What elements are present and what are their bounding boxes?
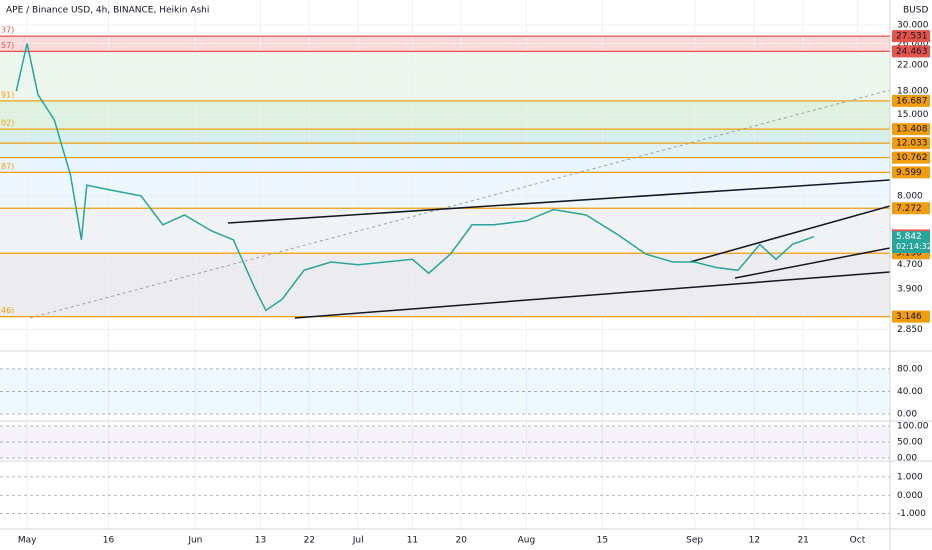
level-label: 9.599: [896, 168, 922, 178]
indicator-tick-label: 40.00: [897, 387, 923, 397]
x-tick-label: 20: [456, 536, 468, 546]
x-tick-label: 16: [103, 536, 115, 546]
level-label: 3.146: [896, 312, 922, 322]
x-tick-label: 12: [749, 536, 760, 546]
y-tick-label: 30.000: [897, 21, 929, 31]
countdown: 02:14:32: [896, 242, 932, 251]
fib-zone: [0, 172, 890, 209]
level-label: 27.531: [896, 32, 928, 42]
x-tick-label: 13: [255, 536, 266, 546]
indicator-tick-label: 0.00: [897, 454, 917, 464]
level-tag: [892, 45, 930, 58]
level-tag: [892, 94, 930, 107]
x-tick-label: Jul: [352, 536, 364, 546]
x-tick-label: Aug: [518, 536, 536, 546]
fib-zone: [0, 51, 890, 101]
x-tick-label: Oct: [850, 536, 866, 546]
y-tick-label: 22.000: [897, 61, 929, 71]
indicator-tick-label: 80.00: [897, 364, 923, 374]
y-tick-label: 18.000: [897, 87, 929, 97]
level-label: 13.408: [896, 125, 928, 135]
x-tick-label: 11: [407, 536, 418, 546]
indicator-tick-label: 0.000: [897, 491, 923, 501]
fib-zones: [0, 36, 890, 317]
level-label: 5.136: [896, 249, 922, 259]
price-label: 5.842: [896, 232, 922, 242]
levels: 37) 57) 91) 02) 87) 46): [0, 26, 890, 318]
y-tick-label: 2.850: [897, 325, 923, 335]
level-label: 24.463: [896, 47, 928, 57]
indicator-tick-label: -1.000: [897, 509, 926, 519]
x-tick-label: 21: [797, 536, 808, 546]
indicator-tick-label: 0.00: [897, 409, 917, 419]
level-tag: [892, 310, 930, 323]
fib-left-label: 91): [1, 90, 14, 99]
trendline: [734, 247, 891, 279]
fib-zone: [0, 208, 890, 254]
x-tick-label: May: [18, 536, 37, 546]
fib-zone: [0, 157, 890, 173]
y-tick-label: 26.000: [897, 39, 929, 49]
level-tag: [892, 151, 930, 164]
y-tick-label: 3.900: [897, 284, 923, 294]
axes: 30.000 26.000 22.000 18.000 15.000 8.000 4.700…: [18, 21, 932, 546]
x-tick-label: Sep: [686, 536, 703, 546]
level-tag: [892, 166, 930, 179]
y-tick-label: 8.000: [897, 191, 923, 201]
indicator-tick-label: 100.00: [897, 422, 929, 432]
fib-left-label: 02): [1, 119, 14, 128]
trendline: [689, 205, 891, 263]
level-label: 16.687: [896, 96, 928, 106]
level-label: 12.033: [896, 139, 928, 149]
level-tag: [892, 202, 930, 215]
fib-zone: [0, 129, 890, 144]
price-line: [15, 43, 815, 312]
level-label: 10.762: [896, 153, 928, 163]
price-tag: [892, 231, 930, 254]
fib-left-label: 37): [1, 26, 14, 35]
fib-left-label: 57): [1, 41, 14, 50]
currency: BUSD: [903, 6, 928, 16]
trendline: [294, 271, 891, 319]
trendline: [227, 179, 891, 224]
fib-zone: [0, 143, 890, 158]
y-tick-label: 4.700: [897, 260, 923, 270]
x-tick-label: 15: [597, 536, 608, 546]
fib-left-label: 87): [1, 162, 14, 171]
level-tag: [892, 123, 930, 136]
chart-title: APE / Binance USD, 4h, BINANCE, Heikin A…: [6, 6, 209, 16]
fib-left-label: 46): [1, 306, 14, 315]
level-label: 7.272: [896, 204, 922, 214]
x-tick-label: 22: [304, 536, 315, 546]
level-tag: [892, 30, 930, 43]
y-tick-label: 15.000: [897, 110, 929, 120]
indicator-tick-label: 1.000: [897, 472, 923, 482]
level-tag: [892, 137, 930, 150]
price-plot: [15, 43, 815, 312]
grid: [0, 0, 890, 529]
x-tick-label: Jun: [187, 536, 202, 546]
indicator-tick-label: 50.00: [897, 438, 923, 448]
dashed-trendline: [29, 89, 891, 319]
